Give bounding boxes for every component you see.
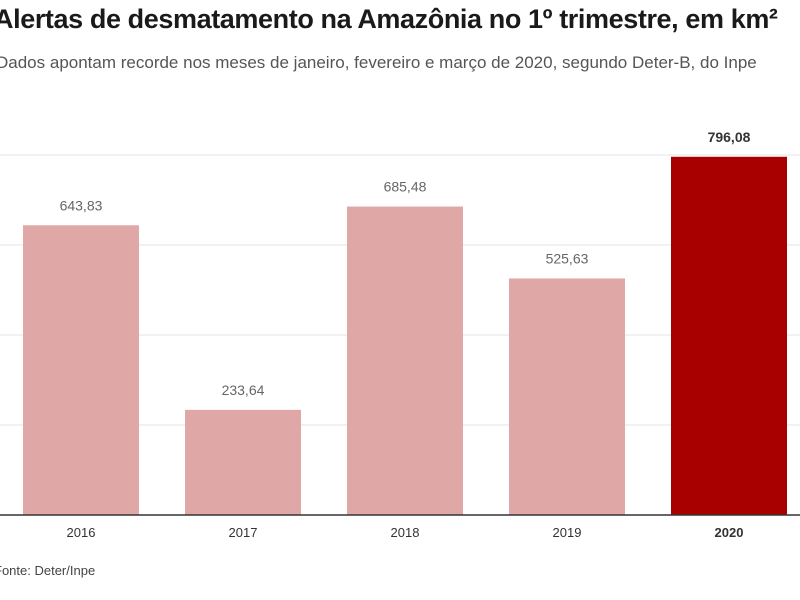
bar-2017	[185, 409, 301, 515]
data-label-2019: 525,63	[546, 250, 589, 266]
x-tick-label-2018: 2018	[391, 525, 420, 540]
x-tick-label-2016: 2016	[67, 525, 96, 540]
chart-title: Alertas de desmatamento na Amazônia no 1…	[0, 4, 778, 34]
data-label-2016: 643,83	[60, 197, 103, 213]
source-note: Fonte: Deter/Inpe	[0, 563, 96, 578]
data-label-2020: 796,08	[708, 129, 751, 145]
bar-2016	[23, 225, 139, 516]
x-tick-label-2019: 2019	[553, 525, 582, 540]
bar-2019	[509, 278, 625, 515]
bar-2018	[347, 206, 463, 515]
chart-subtitle: Dados apontam recorde nos meses de janei…	[0, 53, 757, 72]
data-label-2017: 233,64	[222, 382, 265, 398]
data-label-2018: 685,48	[384, 179, 427, 195]
x-tick-label-2017: 2017	[229, 525, 258, 540]
bar-2020	[671, 156, 787, 516]
x-tick-label-2020: 2020	[715, 525, 744, 540]
